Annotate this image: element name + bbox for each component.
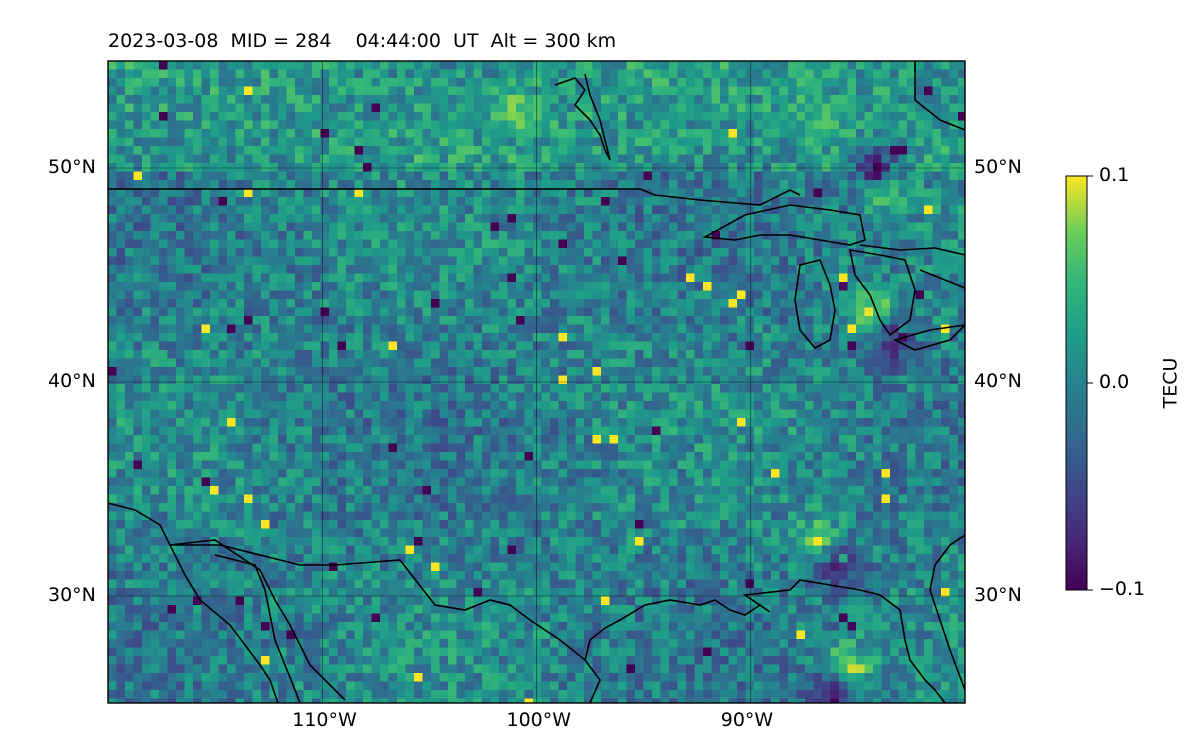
gulf-of-california — [214, 554, 301, 703]
y-tick-label-right: 50°N — [974, 156, 1022, 178]
y-tick-label-left: 50°N — [48, 156, 96, 178]
us-mexico-border — [170, 544, 601, 703]
gulf-coast — [584, 579, 946, 703]
us-canada-border — [108, 188, 801, 206]
x-tick-label: 110°W — [292, 709, 357, 731]
colorbar-tick-label: −0.1 — [1099, 578, 1146, 600]
atlantic-coast — [929, 534, 965, 691]
lake-superior — [702, 204, 866, 246]
title-mid: MID = 284 — [230, 30, 332, 52]
gridlines — [108, 61, 965, 703]
colorbar-tick-label: 0.1 — [1099, 164, 1130, 186]
map-title: 2023-03-08 MID = 284 04:44:00 UT Alt = 3… — [108, 30, 616, 52]
y-tick-label-left: 40°N — [48, 370, 96, 392]
lake-ontario — [919, 269, 965, 289]
map-frame — [107, 60, 966, 704]
x-tick-label: 90°W — [720, 709, 774, 731]
x-tick-label: 100°W — [506, 709, 572, 731]
james-bay-coast — [914, 61, 965, 131]
hudson-bay-coast — [554, 73, 611, 161]
lake-erie — [892, 324, 965, 351]
tec-heatmap — [108, 61, 965, 703]
st-lawrence-border — [859, 244, 965, 256]
baja-peninsula — [169, 539, 346, 701]
colorbar — [1065, 175, 1088, 591]
lake-michigan — [794, 259, 836, 350]
title-date: 2023-03-08 — [108, 30, 219, 52]
colorbar-label: TECU — [1159, 357, 1182, 409]
y-tick-label-right: 40°N — [974, 370, 1022, 392]
colorbar-ticks — [1087, 175, 1093, 591]
lake-huron — [848, 249, 916, 337]
y-tick-label-right: 30°N — [974, 584, 1022, 606]
pacific-coast — [108, 502, 279, 703]
colorbar-tick-label: 0.0 — [1099, 371, 1130, 393]
title-alt: Alt = 300 km — [490, 30, 617, 52]
title-time: 04:44:00 UT — [355, 30, 479, 52]
y-tick-label-left: 30°N — [48, 584, 96, 606]
coastlines — [108, 61, 965, 703]
